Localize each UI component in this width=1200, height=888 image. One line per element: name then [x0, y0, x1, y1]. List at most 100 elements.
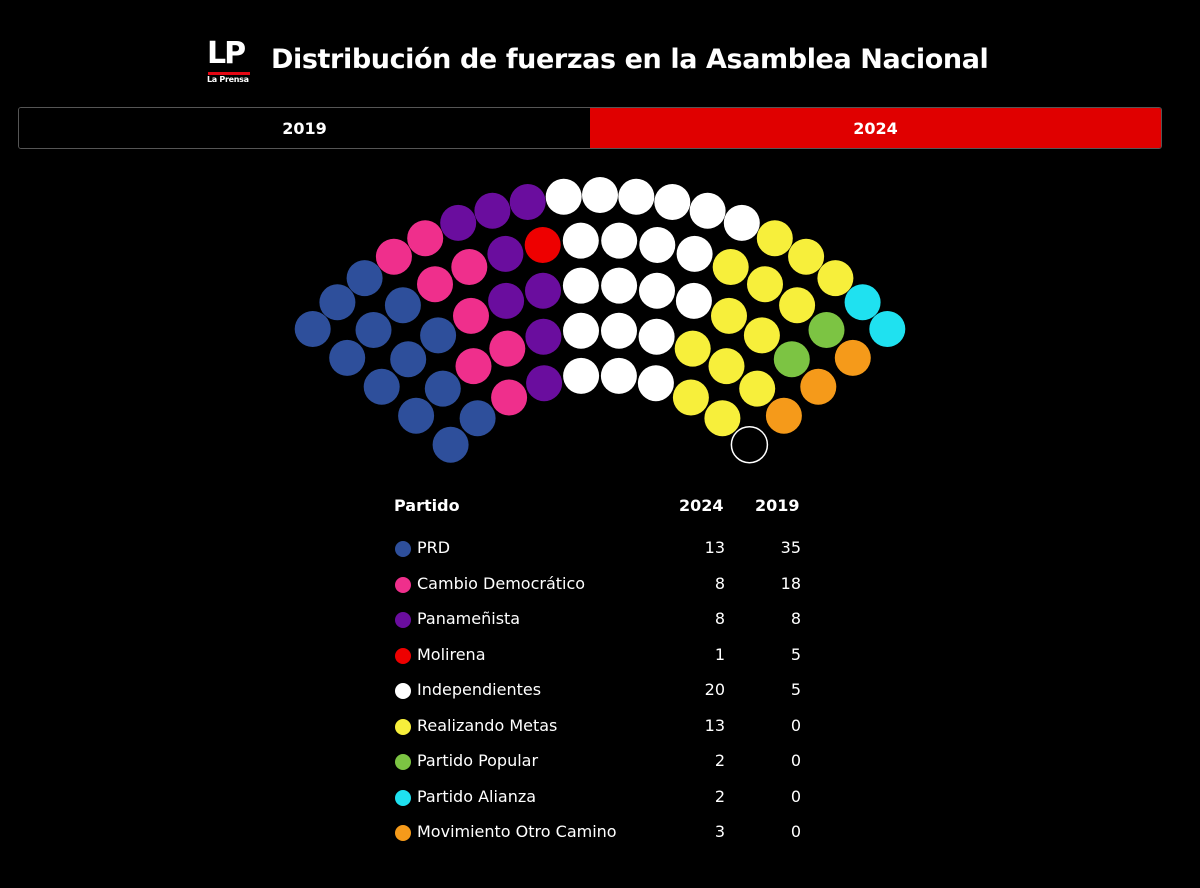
seats-2024: 3 [714, 822, 725, 841]
seat [708, 348, 745, 385]
seats-2024: 13 [704, 538, 725, 557]
seat [459, 400, 496, 437]
party-name: Partido Popular [417, 751, 539, 770]
party-name: PRD [417, 538, 451, 557]
seat [488, 282, 525, 319]
seats-2019: 0 [790, 751, 801, 770]
party-color-dot [395, 541, 411, 557]
seat [675, 282, 712, 319]
seat [417, 266, 453, 303]
seat [562, 222, 599, 259]
tab-2024[interactable]: 2024 [590, 108, 1161, 148]
seat [743, 317, 780, 354]
seat [638, 318, 675, 355]
page-title: Distribución de fuerzas en la Asamblea N… [271, 44, 989, 75]
seat [384, 287, 421, 324]
seat [800, 368, 837, 405]
party-name: Panameñista [417, 609, 521, 628]
seat [375, 238, 412, 275]
legend-row: Realizando Metas 13 0 [394, 714, 814, 750]
legend-row: Partido Popular 2 0 [394, 749, 814, 785]
party-color-dot [395, 789, 411, 806]
seats-2019: 5 [790, 680, 801, 699]
legend-row: Cambio Democrático 8 18 [394, 572, 814, 608]
seat [294, 311, 331, 347]
seat [407, 220, 444, 257]
party-color-dot [395, 576, 411, 593]
seats-2024: 8 [714, 609, 725, 628]
seat [672, 379, 709, 416]
seat [525, 318, 562, 355]
seat [525, 272, 561, 309]
seat [637, 365, 674, 402]
seat [363, 368, 400, 405]
logo-lp-text: LP [207, 36, 246, 71]
seat [711, 297, 747, 334]
header: LP La Prensa Distribución de fuerzas en … [0, 36, 1200, 92]
seat [747, 266, 783, 303]
seat [817, 260, 854, 297]
legend-row: Partido Alianza 2 0 [394, 785, 814, 821]
party-color-dot [395, 612, 411, 628]
seat [600, 357, 637, 394]
seat [440, 204, 477, 241]
seat [869, 311, 906, 347]
seat [319, 284, 356, 321]
party-name: Cambio Democrático [417, 573, 586, 593]
seat [420, 317, 457, 354]
seat [487, 235, 524, 272]
column-header-party: Partido [394, 496, 460, 515]
seat [639, 227, 676, 263]
seat [563, 357, 600, 394]
seats-2024: 20 [704, 680, 725, 699]
seat [545, 178, 582, 215]
seat [524, 227, 561, 263]
seats-2024: 8 [714, 573, 725, 593]
seat [779, 287, 816, 324]
seats-2019: 0 [790, 822, 801, 841]
seats-2019: 0 [790, 715, 801, 735]
seat [674, 330, 711, 367]
seats-2019: 5 [790, 644, 801, 664]
seat [601, 312, 637, 349]
seat [601, 267, 638, 304]
seat [676, 235, 713, 272]
legend-row: Independientes 20 5 [394, 678, 814, 714]
seat [808, 312, 845, 348]
tab-2019[interactable]: 2019 [19, 108, 590, 148]
legend-row: Movimiento Otro Camino 3 0 [394, 820, 814, 856]
legend-row: PRD 13 35 [394, 536, 814, 572]
party-color-dot [395, 647, 411, 664]
seat [765, 397, 802, 434]
seats-2019: 0 [790, 786, 801, 806]
seat [739, 370, 776, 407]
legend-rows: PRD 13 3 5 Cambio Democrático 8 18 Panameñista 8… [394, 536, 814, 856]
seats-2019: 8 [790, 609, 801, 628]
seat [355, 312, 392, 348]
party-color-dot [395, 683, 411, 699]
seat [723, 204, 760, 241]
seat [491, 379, 528, 416]
seat [834, 339, 871, 376]
seat [582, 177, 618, 213]
party-name: Movimiento Otro Camino [417, 822, 617, 841]
seats-2024: 2 [714, 786, 725, 806]
legend-row: Molirena 1 5 [394, 643, 814, 679]
year-tabs: 2019 2024 [18, 107, 1162, 149]
seat [654, 184, 691, 220]
seat [601, 222, 638, 259]
seat [329, 339, 366, 376]
seat [704, 400, 741, 437]
party-color-dot [395, 825, 411, 841]
seat [432, 426, 469, 463]
party-name: Molirena [417, 644, 486, 664]
vacant-seat [730, 425, 769, 464]
seat [689, 192, 726, 229]
column-header-2024: 2024 [679, 496, 724, 515]
seat [346, 260, 383, 297]
seat [455, 348, 492, 385]
seats-2024: 13 [704, 715, 725, 735]
seat [398, 397, 435, 434]
seats-2019: 18 [780, 573, 801, 593]
legend-header: Partido 2024 2019 [394, 494, 814, 520]
